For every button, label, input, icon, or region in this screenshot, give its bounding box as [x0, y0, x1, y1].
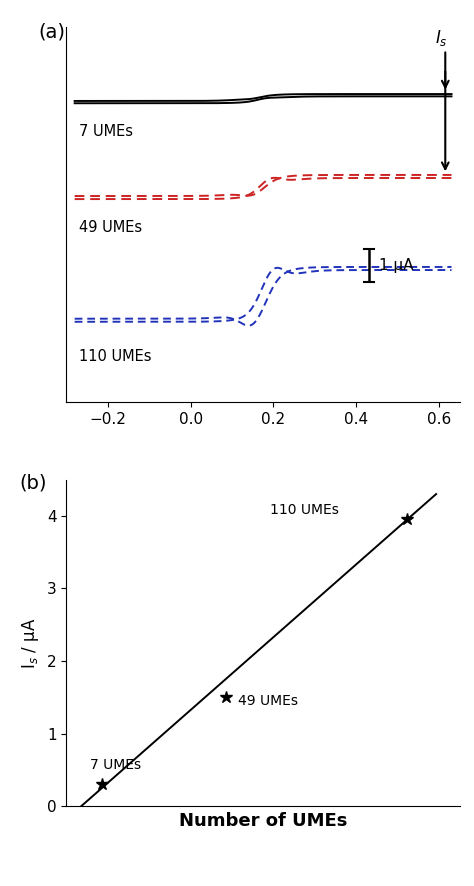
Text: 110 UMEs: 110 UMEs [271, 502, 339, 517]
Text: 110 UMEs: 110 UMEs [79, 348, 151, 363]
X-axis label: Number of UMEs: Number of UMEs [179, 812, 347, 830]
Text: $I_s$: $I_s$ [435, 27, 447, 48]
Text: 49 UMEs: 49 UMEs [238, 694, 298, 708]
Text: 1 μA: 1 μA [379, 258, 413, 273]
Text: (b): (b) [19, 473, 46, 492]
Text: 7 UMEs: 7 UMEs [90, 758, 141, 772]
Text: 7 UMEs: 7 UMEs [79, 124, 133, 139]
Y-axis label: I$_s$ / μA: I$_s$ / μA [20, 617, 41, 669]
Text: (a): (a) [39, 23, 66, 42]
Text: 49 UMEs: 49 UMEs [79, 221, 142, 235]
